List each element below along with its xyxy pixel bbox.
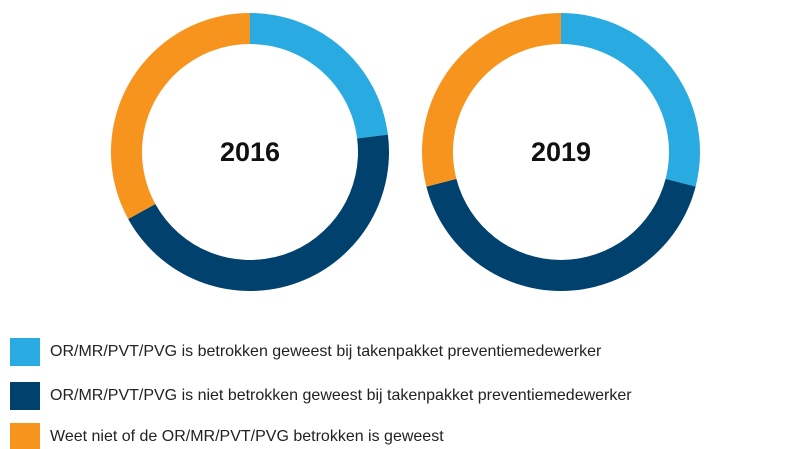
donut-segment [128,134,390,291]
donut-segment [422,13,561,187]
donut-segment [426,178,696,291]
donut-segment [250,13,388,139]
donut-title: 2016 [220,137,280,167]
legend-label: Weet niet of de OR/MR/PVT/PVG betrokken … [50,428,444,445]
legend-swatch [10,423,40,449]
donut-segment [110,13,250,219]
donut-title: 2019 [531,137,591,167]
donut-segment [561,13,700,187]
legend-swatch [10,382,40,410]
legend-label: OR/MR/PVT/PVG is betrokken geweest bij t… [50,343,602,360]
legend-swatch [10,338,40,366]
legend-label: OR/MR/PVT/PVG is niet betrokken geweest … [50,387,632,404]
